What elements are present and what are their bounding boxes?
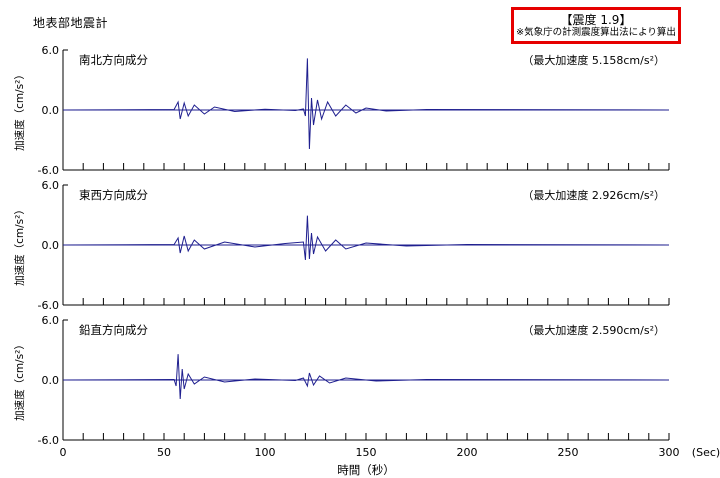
y-tick-label: 0.0	[42, 374, 60, 387]
panel-title: 東西方向成分	[79, 188, 148, 202]
y-tick-label: 0.0	[42, 104, 60, 117]
intensity-label: 【震度 1.9】	[560, 13, 632, 27]
waveform-trace	[62, 58, 670, 150]
x-tick-label: 50	[157, 446, 171, 459]
y-tick-label: 6.0	[42, 44, 60, 57]
y-axis-label: 加速度（cm/s²）	[13, 204, 26, 286]
peak-label: （最大加速度 2.926cm/s²）	[522, 188, 665, 202]
waveform-trace	[62, 215, 670, 261]
x-tick-label: 150	[356, 446, 377, 459]
peak-label: （最大加速度 2.590cm/s²）	[522, 323, 665, 337]
x-axis-unit: (Sec)	[692, 446, 720, 459]
x-tick-label: 0	[60, 446, 67, 459]
x-tick-label: 250	[558, 446, 579, 459]
panel-title: 南北方向成分	[79, 53, 148, 67]
y-axis-label: 加速度（cm/s²）	[13, 339, 26, 421]
x-tick-label: 100	[255, 446, 276, 459]
x-tick-label: 200	[457, 446, 478, 459]
y-tick-label: -6.0	[38, 164, 59, 177]
intensity-badge: 【震度 1.9】 ※気象庁の計測震度算出法により算出	[511, 7, 681, 44]
waveform-trace	[62, 354, 670, 400]
y-tick-label: -6.0	[38, 299, 59, 312]
y-tick-label: -6.0	[38, 434, 59, 447]
x-axis-label: 時間（秒）	[337, 463, 395, 477]
peak-label: （最大加速度 5.158cm/s²）	[522, 53, 665, 67]
y-tick-label: 6.0	[42, 314, 60, 327]
y-tick-label: 0.0	[42, 239, 60, 252]
x-tick-label: 300	[659, 446, 680, 459]
panel-title: 鉛直方向成分	[79, 323, 148, 337]
y-tick-label: 6.0	[42, 179, 60, 192]
page-title: 地表部地震計	[33, 16, 109, 30]
y-axis-label: 加速度（cm/s²）	[13, 69, 26, 151]
intensity-note: ※気象庁の計測震度算出法により算出	[516, 27, 676, 38]
